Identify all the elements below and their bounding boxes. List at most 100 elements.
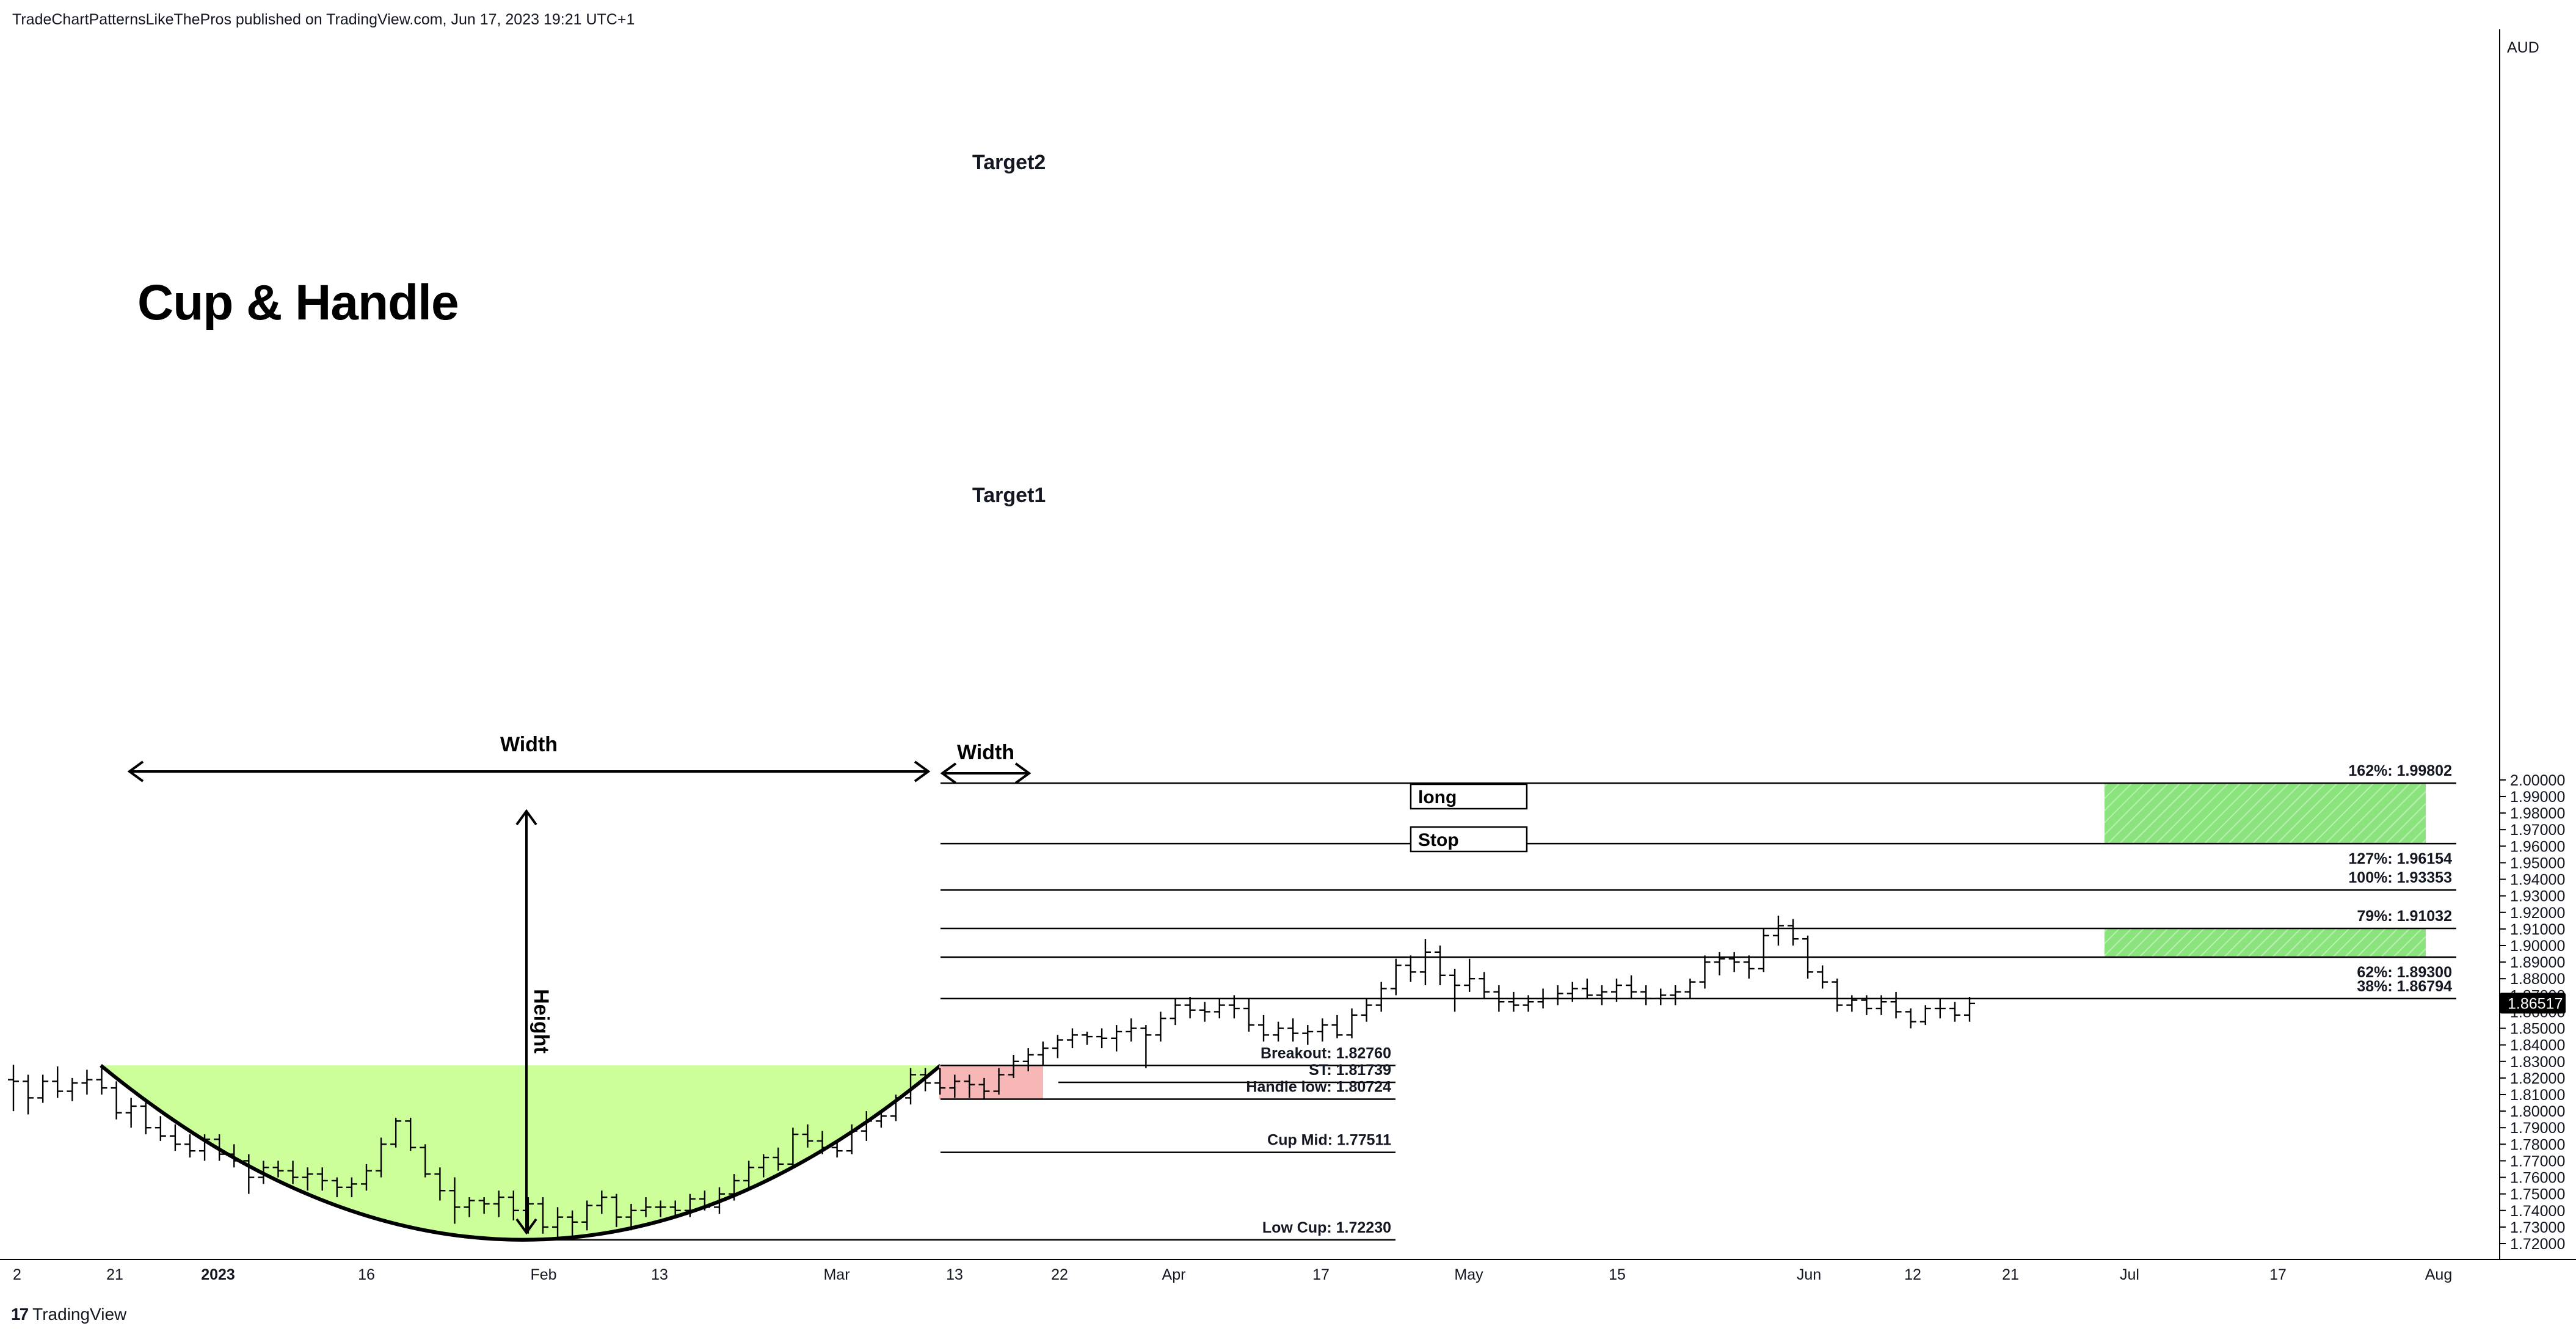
- price-bar: [1346, 1008, 1358, 1038]
- price-bar: [1435, 945, 1446, 986]
- x-tick-label: Mar: [823, 1266, 850, 1283]
- price-bar: [1596, 985, 1607, 1005]
- footer: 17 TradingView: [11, 1305, 126, 1324]
- y-tick-label: 1.77000: [2510, 1153, 2565, 1170]
- price-bar: [758, 1154, 770, 1178]
- price-bar: [905, 1068, 917, 1105]
- price-bar: [920, 1068, 931, 1092]
- currency-label: AUD: [2507, 39, 2539, 56]
- price-bar: [1523, 995, 1534, 1012]
- y-tick-label: 1.94000: [2510, 872, 2565, 889]
- y-tick-label: 1.98000: [2510, 805, 2565, 822]
- x-tick-label: Jul: [2120, 1266, 2139, 1283]
- cup-width-label: Width: [500, 733, 558, 756]
- price-bar: [1052, 1035, 1063, 1059]
- price-bar: [1199, 1002, 1210, 1022]
- price-bar: [1832, 979, 1843, 1012]
- time-axis[interactable]: 2 21 2023 16 Feb 13 Mar 13 22 Apr 17 May 15 Jun 12 21 Ju…: [13, 1266, 2452, 1283]
- price-bar: [1552, 985, 1563, 1005]
- price-bar: [96, 1065, 107, 1095]
- price-bar: [817, 1131, 828, 1154]
- price-bar: [964, 1074, 975, 1098]
- price-bar: [376, 1137, 387, 1178]
- price-bar: [743, 1161, 755, 1187]
- price-bar: [1949, 1002, 1960, 1022]
- price-bar: [611, 1194, 622, 1227]
- price-bar: [581, 1200, 593, 1231]
- x-tick-label: May: [1454, 1266, 1483, 1283]
- price-bar: [1008, 1054, 1019, 1078]
- price-bar: [360, 1164, 372, 1191]
- level-label-breakout: Breakout: 1.82760: [1261, 1044, 1391, 1062]
- y-tick-label: 1.78000: [2510, 1136, 2565, 1153]
- price-bar: [1846, 995, 1858, 1012]
- x-tick-label: 12: [1904, 1266, 1921, 1283]
- cup-width-arrow: [127, 760, 931, 782]
- y-tick-label: 1.85000: [2510, 1021, 2565, 1038]
- price-bar: [1758, 928, 1769, 972]
- price-bar: [537, 1197, 548, 1234]
- price-bar: [1876, 995, 1887, 1015]
- price-bar: [1919, 1005, 1931, 1026]
- price-bar: [1243, 998, 1254, 1032]
- y-tick-label: 1.72000: [2510, 1236, 2565, 1253]
- price-bar: [890, 1094, 901, 1121]
- level-label-100pct: 100%: 1.93353: [2348, 869, 2452, 886]
- price-bar: [316, 1167, 328, 1191]
- price-bar: [655, 1200, 666, 1217]
- price-bar: [125, 1098, 137, 1128]
- stop-box[interactable]: Stop: [1410, 826, 1528, 853]
- price-bar: [567, 1210, 578, 1241]
- price-bar: [111, 1081, 122, 1120]
- price-bar: [1361, 998, 1372, 1022]
- price-bar: [713, 1187, 725, 1214]
- pattern-title: Cup & Handle: [137, 275, 459, 330]
- price-bar: [1405, 955, 1416, 982]
- price-bar: [1213, 998, 1225, 1019]
- price-axis[interactable]: 1.720001.730001.740001.750001.760001.770…: [2500, 772, 2566, 1253]
- x-tick-label: 17: [2269, 1266, 2287, 1283]
- y-tick-label: 1.97000: [2510, 822, 2565, 839]
- price-bar: [773, 1147, 784, 1171]
- price-bar: [949, 1074, 961, 1098]
- x-tick-label: Jun: [1797, 1266, 1821, 1283]
- x-tick-label: 22: [1051, 1266, 1068, 1283]
- y-tick-label: 1.73000: [2510, 1219, 2565, 1236]
- price-bar: [1170, 998, 1181, 1026]
- price-bar: [596, 1190, 608, 1214]
- price-bar: [1037, 1041, 1049, 1065]
- level-label-handle-low: Handle low: 1.80724: [1246, 1078, 1391, 1095]
- x-tick-label: 2023: [201, 1266, 235, 1283]
- long-box[interactable]: long: [1410, 783, 1528, 810]
- price-bar: [346, 1177, 357, 1198]
- plot-area: 162%: 1.99802 127%: 1.96154 100%: 1.93353 7…: [8, 151, 2456, 1242]
- price-bar: [1964, 997, 1975, 1022]
- price-bar: [1479, 972, 1490, 999]
- y-tick-label: 1.91000: [2510, 921, 2565, 938]
- price-bar: [1449, 968, 1461, 1012]
- height-label: Height: [529, 989, 553, 1054]
- height-arrow: [515, 809, 537, 1235]
- price-bar: [214, 1134, 225, 1161]
- handle-width-arrow: [940, 762, 1031, 784]
- tradingview-logo-icon: 17: [11, 1305, 29, 1324]
- price-bar: [1890, 991, 1902, 1019]
- price-bar: [787, 1128, 799, 1168]
- price-bar: [1788, 919, 1799, 946]
- price-bar: [302, 1167, 313, 1191]
- y-tick-label: 1.84000: [2510, 1037, 2565, 1054]
- price-bar: [1375, 982, 1387, 1012]
- y-tick-label: 1.82000: [2510, 1070, 2565, 1087]
- price-bar: [434, 1167, 446, 1201]
- x-tick-label: 16: [358, 1266, 375, 1283]
- x-tick-label: 17: [1312, 1266, 1330, 1283]
- price-bar: [155, 1116, 166, 1141]
- target1-zone: [2105, 928, 2426, 957]
- y-tick-label: 1.75000: [2510, 1186, 2565, 1203]
- x-tick-label: 21: [106, 1266, 123, 1283]
- price-bar: [1743, 955, 1755, 979]
- brand-name[interactable]: TradingView: [32, 1305, 127, 1324]
- price-bar: [1626, 975, 1637, 999]
- y-tick-label: 1.80000: [2510, 1103, 2565, 1120]
